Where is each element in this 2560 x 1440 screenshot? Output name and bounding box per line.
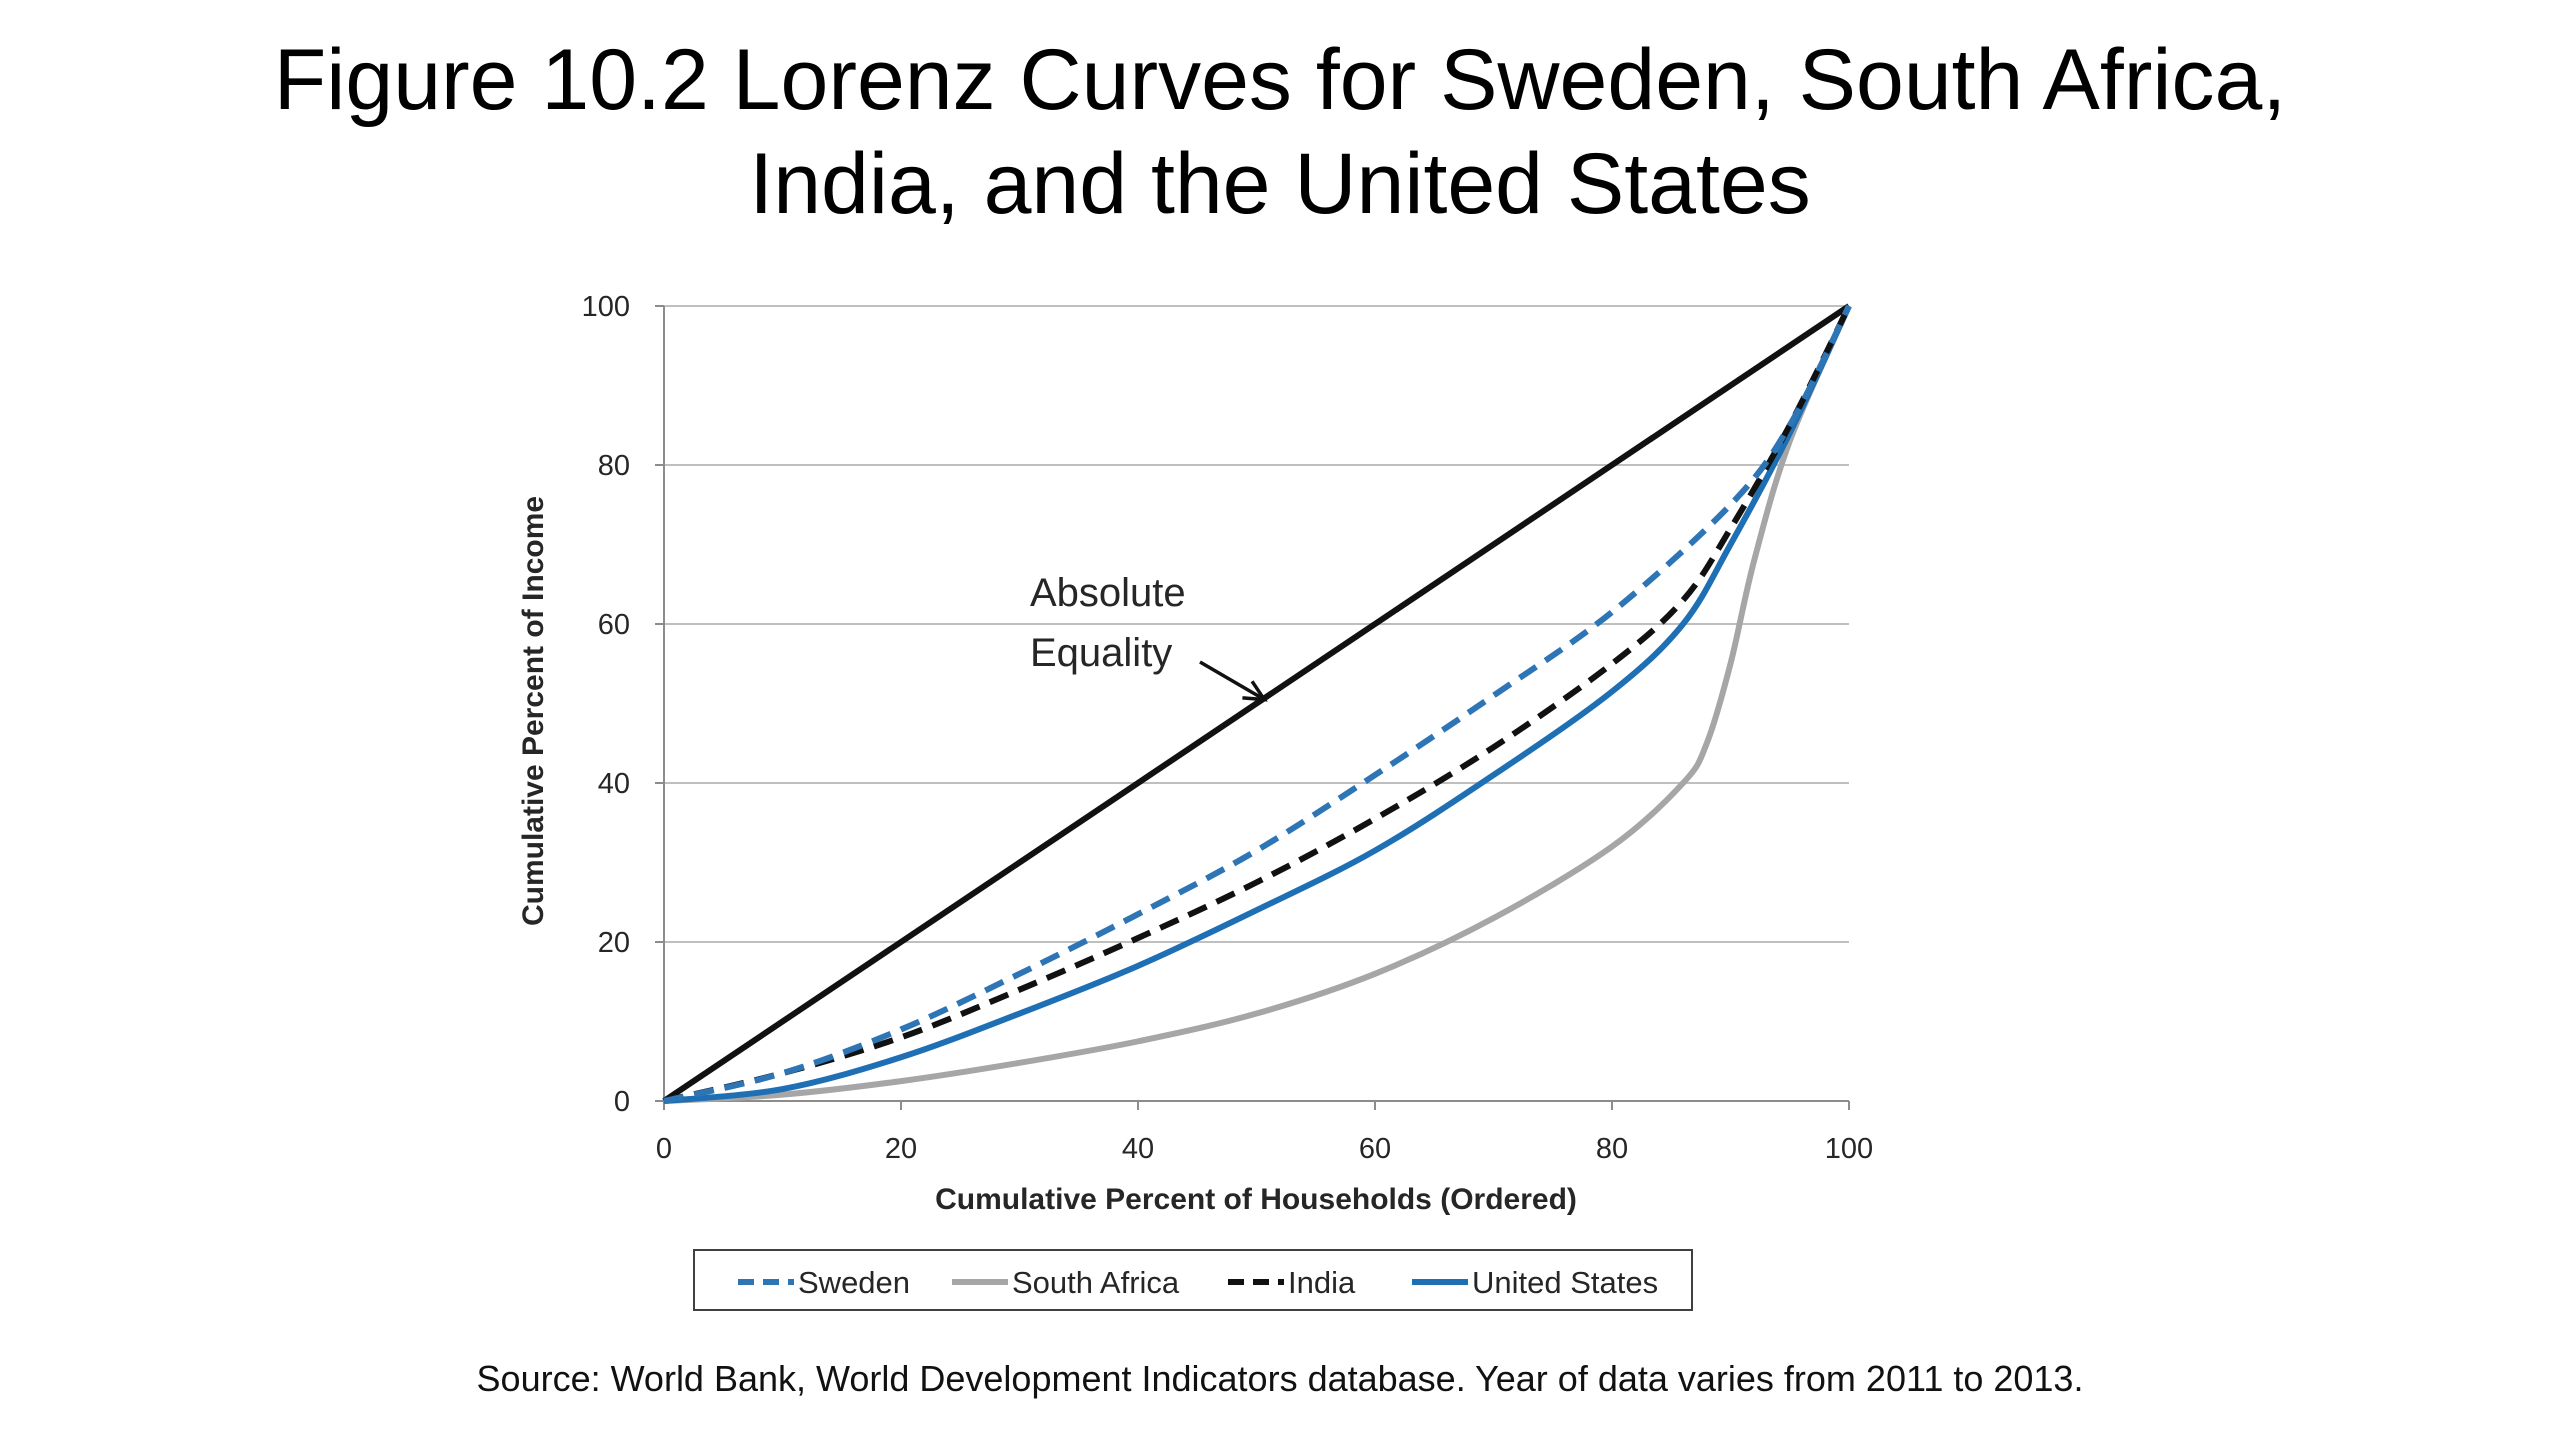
x-tick-label-60: 60	[1359, 1133, 1391, 1165]
x-tick-label-80: 80	[1596, 1133, 1628, 1165]
legend-items: Sweden South Africa India United States	[738, 1265, 1658, 1300]
x-tick-label-0: 0	[656, 1133, 672, 1165]
annotation-arrow-shaft	[1199, 660, 1266, 702]
series-line-equality	[662, 303, 1851, 1104]
y-tick-label-100: 100	[582, 291, 630, 323]
y-tick-label-0: 0	[614, 1086, 630, 1118]
series-line-united-states	[663, 304, 1852, 1104]
data-series	[662, 303, 1852, 1104]
legend-label-sweden: Sweden	[798, 1265, 910, 1300]
legend-label-united-states: United States	[1472, 1265, 1658, 1300]
slide-title-line-1: Figure 10.2 Lorenz Curves for Sweden, So…	[273, 32, 2287, 128]
legend-label-south-africa: South Africa	[1012, 1265, 1180, 1300]
annotation-arrow-head	[1242, 680, 1268, 702]
tick-labels: 0 20 40 60 80 100 0 20 40 60 80 100	[582, 291, 1874, 1165]
y-axis-title: Cumulative Percent of Income	[517, 496, 550, 926]
slide-title-line-2: India, and the United States	[749, 136, 1811, 232]
x-axis-title: Cumulative Percent of Households (Ordere…	[935, 1183, 1577, 1216]
legend-label-india: India	[1288, 1265, 1356, 1300]
legend: Sweden South Africa India United States	[693, 1249, 1693, 1311]
x-tick-label-100: 100	[1825, 1133, 1873, 1165]
annotation-line-2: Equality	[1030, 631, 1172, 675]
y-tick-label-80: 80	[598, 450, 630, 482]
absolute-equality-annotation: Absolute Equality	[1030, 571, 1268, 702]
gridlines	[664, 305, 1849, 943]
legend-frame	[693, 1249, 1693, 1311]
y-tick-label-60: 60	[598, 609, 630, 641]
axes	[655, 305, 1850, 1110]
y-tick-label-40: 40	[598, 768, 630, 800]
annotation-arrow	[1199, 660, 1268, 702]
series-line-india	[663, 304, 1852, 1104]
source-note: Source: World Bank, World Development In…	[476, 1358, 2084, 1399]
annotation-line-1: Absolute	[1030, 571, 1186, 615]
x-tick-label-20: 20	[885, 1133, 917, 1165]
x-tick-label-40: 40	[1122, 1133, 1154, 1165]
y-tick-label-20: 20	[598, 927, 630, 959]
series-line-sweden	[663, 304, 1852, 1104]
series-line-south-africa	[663, 304, 1852, 1104]
slide-title: Figure 10.2 Lorenz Curves for Sweden, So…	[0, 28, 2560, 236]
